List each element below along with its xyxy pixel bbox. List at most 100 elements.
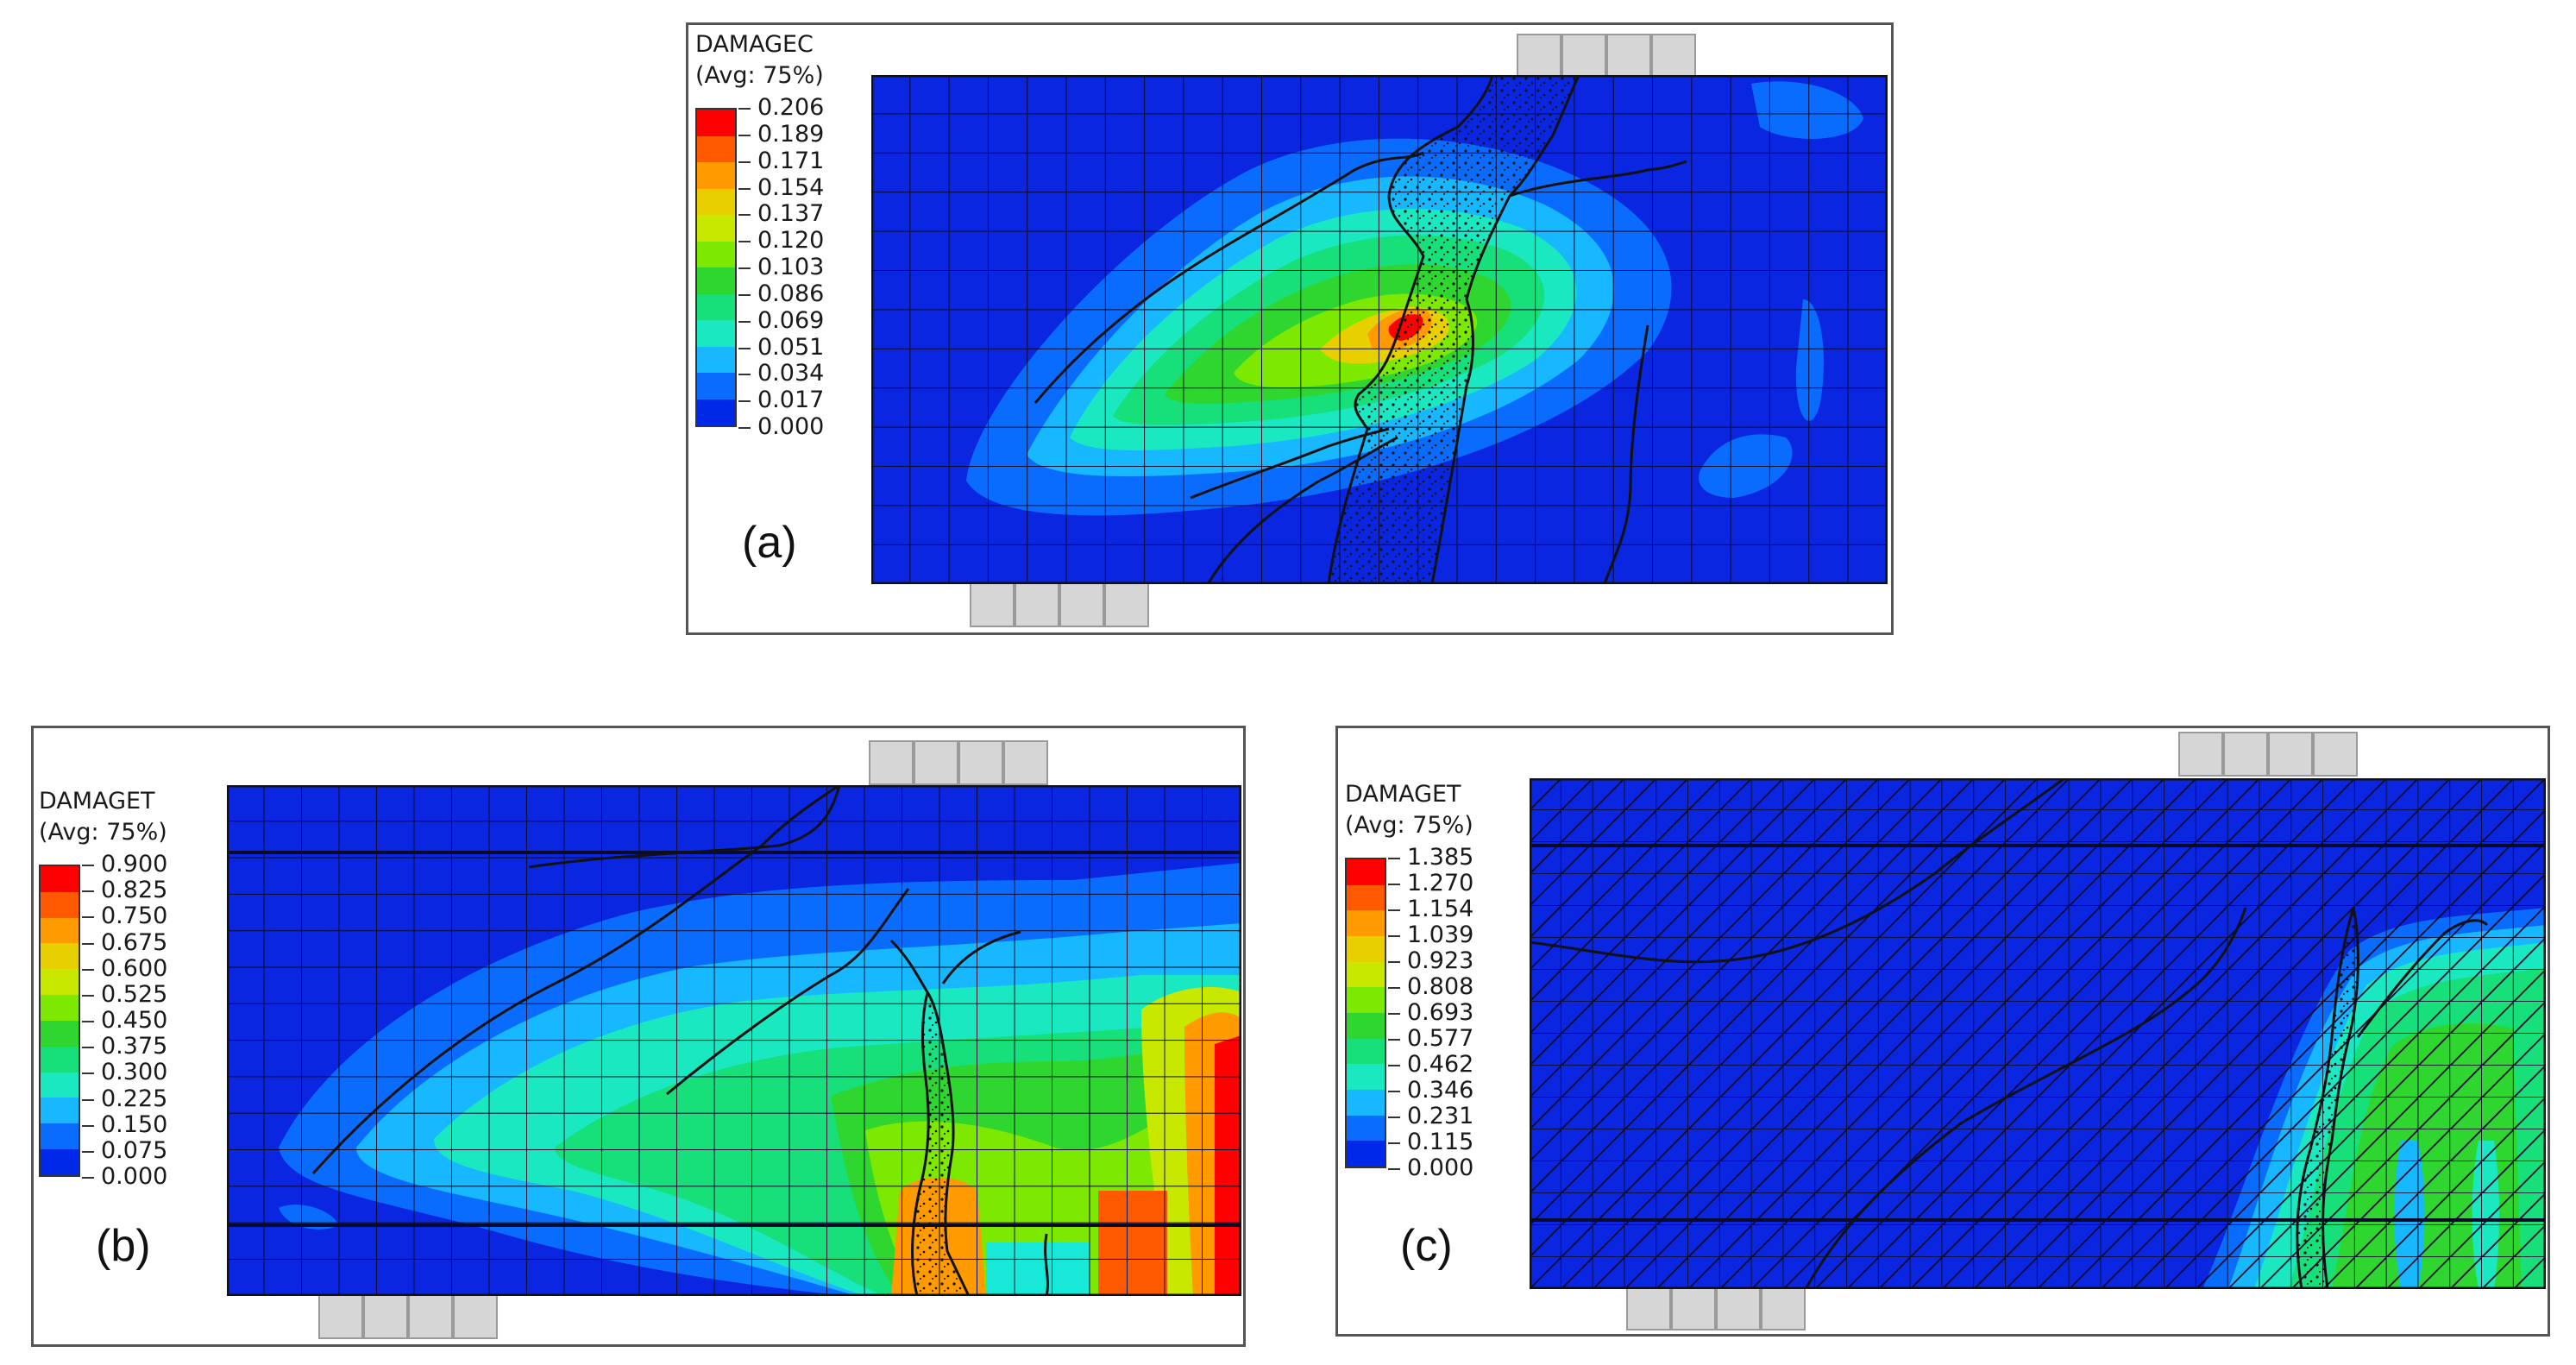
legend-tick-label: 0.600 <box>81 954 168 982</box>
legend-tick-label: 0.923 <box>1387 947 1474 974</box>
bottom-support-plate <box>970 582 1149 627</box>
legend-tick-label: 0.000 <box>738 413 825 440</box>
legend-tick-label: 0.075 <box>81 1136 168 1164</box>
legend-tick-label: 0.808 <box>1387 973 1474 1000</box>
legend-tick-label: 0.115 <box>1387 1129 1474 1155</box>
legend-tick-label: 0.051 <box>738 333 825 361</box>
crack-line <box>1509 160 1687 198</box>
legend-color-swatch <box>697 215 735 242</box>
crack-line <box>889 939 929 993</box>
crack-line <box>1804 907 2247 1289</box>
legend-color-swatch <box>697 241 735 267</box>
reinforcement-line <box>227 851 1241 1227</box>
top-support-plate <box>1517 34 1696 79</box>
legend-color-swatch <box>697 267 735 294</box>
beam-outline <box>227 785 1241 1296</box>
legend-color-swatch <box>41 1098 79 1124</box>
legend-tick-label: 0.103 <box>738 254 825 280</box>
crushed-concrete-zone <box>1327 75 1580 584</box>
legend-color-swatch <box>41 891 79 918</box>
legend-tick-label: 0.000 <box>1387 1154 1474 1181</box>
legend-title: DAMAGEC <box>695 31 814 58</box>
legend-color-swatch <box>697 110 735 136</box>
legend-color-swatch <box>697 162 735 189</box>
bottom-support-plate <box>1626 1286 1806 1330</box>
legend-colorbar <box>1345 858 1386 1168</box>
crack-line <box>1530 778 2065 964</box>
damage-contour-plot-c <box>1530 778 2546 1289</box>
legend-color-swatch <box>41 995 79 1021</box>
panel-a: DAMAGEC (Avg: 75%) 0.206 0.189 0.171 0.154 0… <box>686 22 1894 635</box>
legend-color-swatch <box>41 1020 79 1047</box>
legend-color-swatch <box>41 1046 79 1072</box>
legend-tick-label: 1.270 <box>1387 870 1474 896</box>
legend-color-swatch <box>41 1072 79 1098</box>
legend-color-swatch <box>1347 1089 1385 1116</box>
legend-tick-label: 0.225 <box>81 1085 168 1112</box>
legend-tick-label: 0.120 <box>738 227 825 255</box>
panel-label: (c) <box>1400 1221 1453 1271</box>
legend-tick-label: 0.150 <box>81 1110 168 1138</box>
panel-b: DAMAGET (Avg: 75%) 0.900 0.825 0.750 0.675 0… <box>31 726 1246 1347</box>
legend-tick-label: 0.189 <box>738 120 825 148</box>
legend-color-swatch <box>1347 910 1385 936</box>
legend-colorbar <box>695 108 737 427</box>
legend-color-swatch <box>41 1123 79 1150</box>
legend-tick-label: 0.750 <box>81 903 168 930</box>
legend-tick-label: 0.171 <box>738 147 825 174</box>
crack-line <box>1044 1233 1049 1296</box>
legend-avg: (Avg: 75%) <box>695 62 824 89</box>
crack-line <box>1190 427 1390 500</box>
legend-color-swatch <box>1347 1141 1385 1167</box>
legend-color-swatch <box>697 135 735 162</box>
reinforcement-line <box>1530 844 2546 1222</box>
crack-line <box>311 785 840 1174</box>
legend-tick-label: 0.525 <box>81 980 168 1008</box>
legend-color-swatch <box>697 373 735 399</box>
crushed-concrete-zone <box>2296 907 2359 1289</box>
beam-outline <box>1530 778 2546 1289</box>
damage-contour-plot-b <box>227 785 1241 1296</box>
panel-label: (a) <box>742 518 797 568</box>
legend-color-swatch <box>697 293 735 320</box>
legend-color-swatch <box>1347 961 1385 988</box>
legend-title: DAMAGET <box>39 788 155 815</box>
legend-tick-label: 0.086 <box>738 280 825 307</box>
legend-title: DAMAGET <box>1345 781 1461 808</box>
crack-line <box>666 888 910 1096</box>
legend-tick-label: 0.300 <box>81 1059 168 1086</box>
legend-color-swatch <box>41 917 79 944</box>
top-support-plate <box>2178 732 2358 777</box>
legend-colorbar <box>39 865 80 1177</box>
legend-tick-label: 0.069 <box>738 306 825 334</box>
legend-color-swatch <box>697 320 735 347</box>
legend-color-swatch <box>1347 1038 1385 1065</box>
legend-tick-label: 0.450 <box>81 1007 168 1034</box>
mesh-grid <box>1530 778 2546 1289</box>
legend-color-swatch <box>1347 859 1385 885</box>
legend-tick-label: 0.675 <box>81 928 168 956</box>
crack-line <box>1206 436 1398 584</box>
legend-tick-label: 0.137 <box>738 200 825 228</box>
crack-line <box>528 785 841 869</box>
legend-avg: (Avg: 75%) <box>1345 812 1473 839</box>
legend-color-swatch <box>697 399 735 425</box>
legend-tick-label: 0.017 <box>738 387 825 414</box>
legend-tick-label: 0.000 <box>81 1163 168 1190</box>
legend-tick-label: 1.154 <box>1387 896 1474 922</box>
legend-tick-label: 0.825 <box>81 877 168 904</box>
legend-tick-label: 0.577 <box>1387 1025 1474 1052</box>
legend-tick-label: 0.231 <box>1387 1103 1474 1129</box>
crack-line <box>1603 324 1649 584</box>
crack-line <box>941 930 1021 984</box>
crack-line <box>2356 919 2489 1038</box>
legend-color-swatch <box>697 188 735 215</box>
legend-color-swatch <box>1347 884 1385 911</box>
legend-tick-label: 0.154 <box>738 173 825 201</box>
legend-color-swatch <box>41 1149 79 1175</box>
bottom-support-plate <box>318 1294 498 1339</box>
legend-color-swatch <box>697 346 735 373</box>
legend-color-swatch <box>1347 1064 1385 1090</box>
legend-tick-label: 1.039 <box>1387 922 1474 948</box>
crack-line <box>1034 151 1424 404</box>
